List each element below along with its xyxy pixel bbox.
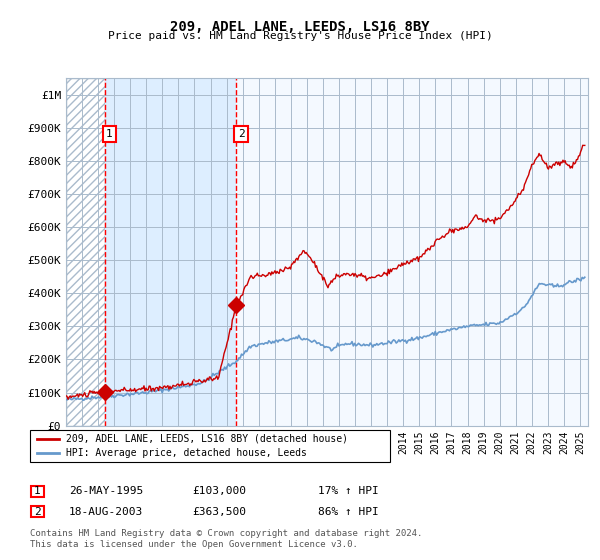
Text: 209, ADEL LANE, LEEDS, LS16 8BY: 209, ADEL LANE, LEEDS, LS16 8BY	[170, 20, 430, 34]
Text: 1: 1	[106, 129, 113, 139]
Text: £103,000: £103,000	[192, 486, 246, 496]
FancyBboxPatch shape	[31, 506, 44, 517]
FancyBboxPatch shape	[31, 486, 44, 497]
Text: 26-MAY-1995: 26-MAY-1995	[69, 486, 143, 496]
Text: 209, ADEL LANE, LEEDS, LS16 8BY (detached house): 209, ADEL LANE, LEEDS, LS16 8BY (detache…	[66, 433, 348, 444]
Text: 2: 2	[238, 129, 244, 139]
Text: 86% ↑ HPI: 86% ↑ HPI	[318, 507, 379, 517]
Text: 18-AUG-2003: 18-AUG-2003	[69, 507, 143, 517]
Bar	[104, 78, 236, 426]
Text: 1: 1	[34, 486, 41, 496]
Text: Price paid vs. HM Land Registry's House Price Index (HPI): Price paid vs. HM Land Registry's House …	[107, 31, 493, 41]
FancyBboxPatch shape	[30, 430, 390, 462]
Text: Contains HM Land Registry data © Crown copyright and database right 2024.
This d: Contains HM Land Registry data © Crown c…	[30, 529, 422, 549]
Text: 2: 2	[34, 507, 41, 517]
Text: 17% ↑ HPI: 17% ↑ HPI	[318, 486, 379, 496]
Text: £363,500: £363,500	[192, 507, 246, 517]
Bar	[236, 78, 588, 426]
Bar	[66, 78, 104, 426]
Text: HPI: Average price, detached house, Leeds: HPI: Average price, detached house, Leed…	[66, 448, 307, 458]
